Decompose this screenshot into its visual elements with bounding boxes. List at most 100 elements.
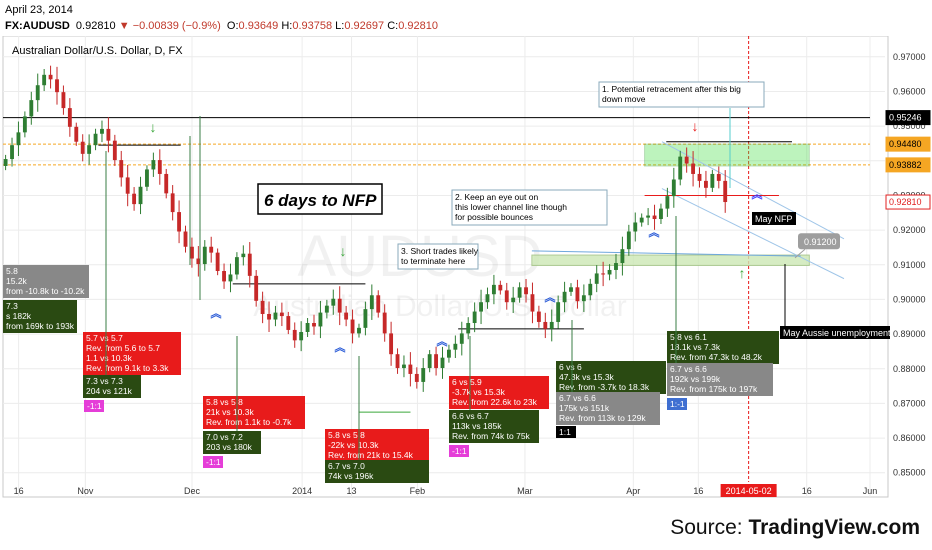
y-tick-label: 0.89000 — [893, 329, 926, 339]
note-line: down move — [602, 94, 646, 104]
candle-body — [196, 258, 201, 265]
note-text: 2. Keep an eye out on this lower channel … — [455, 192, 567, 222]
event-box-text: 5.8 vs 5.8 -22k vs 10.3k Rev. from 21k to … — [328, 430, 414, 460]
high-label: H: — [281, 20, 293, 32]
event-box-text: 6.7 vs 6.6 192k vs 199k Rev. from 175k to … — [670, 364, 758, 394]
y-tick-label: 0.95000 — [893, 121, 926, 131]
symbol[interactable]: FX:AUDUSD — [5, 20, 70, 32]
last-price: 0.92810 — [75, 20, 116, 32]
candle-body — [337, 298, 342, 313]
candle-body — [67, 108, 72, 127]
candle-body — [48, 74, 53, 80]
open-value: 0.93649 — [238, 20, 279, 32]
candle-body — [74, 126, 79, 142]
candle-body — [61, 92, 66, 109]
x-tick-label: 16 — [693, 486, 703, 496]
candle-body — [145, 169, 149, 187]
close-value: 0.92810 — [398, 20, 438, 32]
candle-body — [466, 322, 471, 334]
candle-body — [100, 128, 104, 134]
note-box — [397, 243, 479, 270]
candles — [3, 65, 728, 392]
arrow-up-icon: ↑ — [739, 265, 746, 281]
candle-body — [170, 193, 175, 213]
event-line: s 182k — [6, 311, 32, 321]
candle-body — [350, 319, 355, 334]
event-label: May Aussie unemployment — [783, 328, 891, 338]
candle-body — [511, 297, 516, 303]
price-change: −0.00839 (−0.9%) — [132, 20, 221, 32]
candle-body — [479, 302, 483, 312]
event-box — [203, 431, 261, 454]
candle-body — [678, 156, 683, 180]
ratio-badge-bg — [667, 398, 687, 410]
source-prefix: Source: — [670, 516, 749, 539]
candle-body — [369, 295, 374, 310]
candle-body — [286, 316, 291, 330]
event-line: 113k vs 185k — [452, 421, 502, 431]
candle-body — [279, 312, 284, 317]
x-tick-label: Apr — [626, 486, 640, 496]
event-line: Rev. from 1.1k to -0.7k — [206, 417, 292, 427]
event-line: 175k vs 151k — [559, 403, 610, 413]
candle-body — [671, 179, 676, 197]
candle-body — [299, 332, 304, 341]
candle-body — [119, 160, 124, 178]
ratio-badge: 1:-1 — [670, 399, 685, 409]
candle-body — [273, 312, 278, 320]
candle-body — [543, 321, 548, 329]
quote-bar: FX:AUDUSD 0.92810 ▼ −0.00839 (−0.9%) O:0… — [5, 20, 438, 32]
candle-body — [16, 132, 21, 146]
candle-body — [440, 357, 445, 369]
event-box — [667, 363, 773, 396]
event-box-text: 6 vs 5.9 -3.7k vs 15.3k Rev. from 22.6k to… — [452, 377, 538, 407]
chevron-up-icon: ︽ — [752, 189, 763, 201]
note-box — [598, 81, 765, 108]
event-line: 6.6 vs 6.7 — [452, 411, 489, 421]
channel-lower — [661, 188, 845, 280]
candle-body — [691, 163, 696, 174]
ratio-badge-bg — [84, 400, 104, 412]
x-tick-label: 16 — [802, 486, 812, 496]
candle-body — [498, 284, 503, 291]
date-cursor-label: 2014-05-02 — [726, 486, 772, 496]
event-line: from -10.8k to -10.2k — [6, 286, 85, 296]
event-box-text: 5.8 vs 6.1 18.1k vs 7.3k Rev. from 47.3k t… — [670, 332, 763, 362]
low-label: L: — [335, 20, 345, 32]
candle-body — [305, 322, 310, 333]
candle-body — [472, 311, 477, 323]
down-arrow-icon: ▼ — [118, 20, 130, 32]
candle-body — [646, 215, 651, 218]
candle-body — [588, 283, 593, 296]
candle-body — [324, 305, 329, 313]
event-label-bg — [780, 326, 890, 339]
event-line: Rev. from 22.6k to 23k — [452, 397, 538, 407]
ratio-badge-bg — [449, 445, 469, 457]
candle-body — [177, 212, 182, 232]
event-box-text: 5.8 vs 5.8 21k vs 10.3k Rev. from 1.1k to … — [206, 397, 292, 427]
event-line: 6 vs 5.9 — [452, 377, 482, 387]
event-line: 192k vs 199k — [670, 374, 721, 384]
candle-body — [581, 295, 586, 302]
candle-body — [601, 273, 606, 275]
event-line: 5.8 vs 6.1 — [670, 332, 707, 342]
candle-body — [292, 329, 297, 341]
candle-body — [504, 290, 509, 303]
ratio-badge: -1:1 — [87, 401, 102, 411]
event-line: 5.8 vs 5.8 — [206, 397, 243, 407]
price-tag-bg — [885, 136, 931, 152]
event-box — [556, 361, 666, 394]
event-box — [667, 331, 779, 364]
event-label: May NFP — [755, 214, 793, 224]
x-tick-label: Dec — [184, 486, 201, 496]
event-line: Rev. from 9.1k to 3.3k — [86, 363, 169, 373]
candle-body — [395, 354, 400, 369]
x-tick-label: Nov — [77, 486, 94, 496]
event-line: 7.3 vs 7.3 — [86, 376, 123, 386]
note-line: 1. Potential retracement after this big — [602, 84, 741, 94]
event-line: -3.7k vs 15.3k — [452, 387, 506, 397]
event-box-text: 5.8 15.2k from -10.8k to -10.2k — [6, 266, 85, 296]
price-chart[interactable]: Australian Dollar/U.S. Dollar, D, FX AUD… — [0, 36, 932, 510]
candle-body — [530, 294, 535, 312]
event-label-bg — [752, 212, 796, 225]
